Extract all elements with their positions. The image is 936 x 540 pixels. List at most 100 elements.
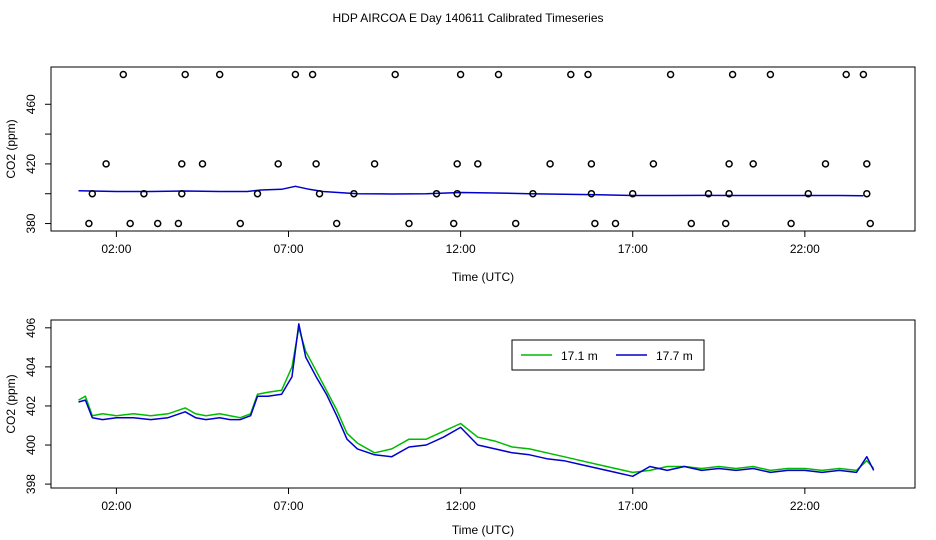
calibration-point — [308, 70, 317, 79]
calibration-point — [178, 189, 186, 198]
calibration-point — [611, 219, 620, 228]
legend: 17.1 m 17.7 m — [511, 339, 705, 371]
y-tick-label: 380 — [24, 213, 38, 233]
bottom-plot-frame — [50, 319, 916, 489]
y-tick-label: 460 — [24, 94, 38, 114]
calibration-point — [591, 219, 599, 228]
calibration-point — [725, 160, 733, 168]
calibration-point — [315, 189, 324, 198]
calibration-point — [253, 189, 262, 198]
calibration-point — [391, 70, 399, 79]
calibration-point — [494, 70, 503, 79]
bottom-y-axis: 398 400 402 404 406 — [24, 317, 51, 494]
calibration-point — [174, 219, 183, 228]
calibration-point — [863, 189, 871, 198]
series-line-co2 — [78, 185, 864, 197]
x-tick-label: 02:00 — [101, 499, 131, 513]
top-x-axis-label: Time (UTC) — [452, 270, 514, 284]
calibration-point — [88, 189, 97, 198]
x-tick-label: 17:00 — [618, 499, 648, 513]
calibration-point — [628, 189, 637, 198]
calibration-point — [198, 160, 207, 168]
calibration-point — [749, 160, 757, 168]
calibration-point — [215, 70, 224, 79]
bottom-series-layer — [78, 323, 875, 478]
calibration-point — [153, 219, 162, 228]
calibration-point — [567, 70, 575, 79]
calibration-point — [474, 160, 482, 168]
calibration-point — [704, 189, 713, 198]
top-plot-frame — [50, 66, 916, 232]
bottom-y-axis-label: CO2 (ppm) — [4, 374, 18, 433]
calibration-point — [584, 70, 592, 79]
calibration-point — [449, 219, 458, 228]
calibration-point — [181, 70, 189, 79]
calibration-point — [126, 219, 134, 228]
calibration-point — [587, 160, 596, 168]
calibration-point — [766, 70, 775, 79]
calibration-point — [102, 160, 110, 168]
chart-title: HDP AIRCOA E Day 140611 Calibrated Times… — [332, 11, 603, 25]
calibration-point — [666, 70, 675, 79]
x-tick-label: 07:00 — [273, 242, 303, 256]
x-tick-label: 17:00 — [618, 242, 648, 256]
calibration-point — [821, 160, 830, 168]
top-y-axis-label: CO2 (ppm) — [4, 119, 18, 178]
calibration-point — [728, 70, 737, 79]
calibration-point — [332, 219, 341, 228]
calibration-point — [119, 70, 128, 79]
calibration-point — [85, 219, 93, 228]
calibration-point — [866, 219, 875, 228]
calibration-point — [546, 160, 554, 168]
calibration-point — [291, 70, 300, 79]
x-tick-label: 07:00 — [273, 499, 303, 513]
top-y-axis: 380 420 460 — [24, 94, 51, 234]
calibration-point — [511, 219, 520, 228]
calibration-point — [350, 189, 358, 198]
x-tick-label: 12:00 — [446, 242, 476, 256]
calibration-point — [456, 70, 465, 79]
x-tick-label: 22:00 — [790, 499, 820, 513]
calibration-point — [274, 160, 282, 168]
calibration-point — [453, 189, 461, 198]
x-tick-label: 02:00 — [101, 242, 131, 256]
calibration-point — [587, 189, 596, 198]
top-series-layer — [78, 185, 864, 197]
calibration-point — [687, 219, 696, 228]
y-tick-label: 400 — [24, 435, 38, 455]
calibration-point — [236, 219, 245, 228]
calibration-point — [863, 160, 871, 168]
x-tick-label: 22:00 — [790, 242, 820, 256]
y-tick-label: 398 — [24, 474, 38, 494]
y-tick-label: 402 — [24, 396, 38, 416]
calibration-point — [842, 70, 850, 79]
top-x-axis: 02:00 07:00 12:00 17:00 22:00 — [101, 231, 820, 256]
calibration-point — [370, 160, 379, 168]
calibration-point — [312, 160, 320, 168]
y-tick-label: 406 — [24, 317, 38, 337]
calibration-point — [725, 189, 733, 198]
calibration-point — [649, 160, 658, 168]
series-line-17-1-m — [78, 327, 875, 474]
calibration-point — [721, 219, 730, 228]
top-panel: 02:00 07:00 12:00 17:00 22:00 380 420 460 Time… — [4, 66, 916, 284]
calibration-point — [405, 219, 413, 228]
x-tick-label: 12:00 — [446, 499, 476, 513]
legend-box — [511, 339, 705, 371]
calibration-point — [787, 219, 795, 228]
series-line-17-7-m — [78, 323, 875, 478]
calibration-point — [178, 160, 186, 168]
y-tick-label: 420 — [24, 154, 38, 174]
calibration-point — [529, 189, 537, 198]
legend-label-17-7m: 17.7 m — [656, 349, 693, 363]
calibration-point — [453, 160, 461, 168]
y-tick-label: 404 — [24, 357, 38, 377]
calibration-point — [804, 189, 813, 198]
calibration-point — [859, 70, 868, 79]
bottom-x-axis-label: Time (UTC) — [452, 523, 514, 537]
calibration-point — [432, 189, 441, 198]
bottom-panel: 02:00 07:00 12:00 17:00 22:00 398 400 402 404 40… — [4, 317, 916, 537]
top-points-layer — [85, 70, 875, 228]
calibration-point — [140, 189, 148, 198]
